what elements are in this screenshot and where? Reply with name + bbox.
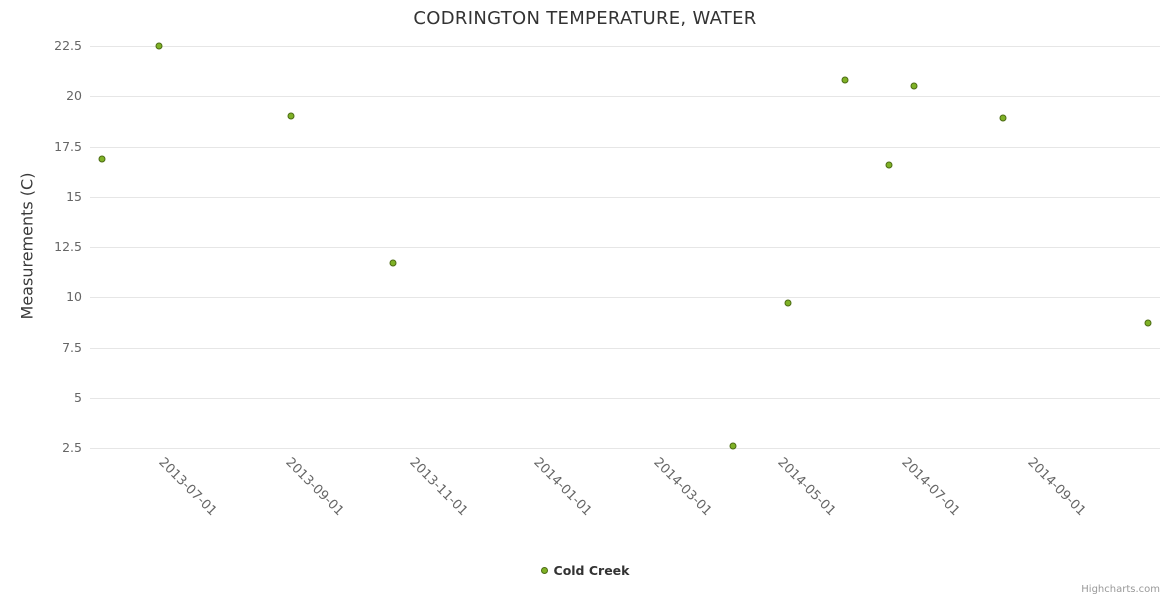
- y-tick-label: 15: [66, 188, 82, 204]
- gridline: [90, 397, 1160, 399]
- y-tick-label: 20: [66, 88, 82, 104]
- x-tick-label: 2013-11-01: [405, 455, 470, 520]
- plot-area: [90, 42, 1160, 450]
- data-point[interactable]: [729, 442, 737, 450]
- data-point[interactable]: [910, 82, 918, 90]
- gridline: [90, 96, 1160, 98]
- data-point[interactable]: [999, 114, 1007, 122]
- data-point[interactable]: [784, 299, 792, 307]
- legend-item-cold-creek[interactable]: Cold Creek: [0, 563, 1170, 578]
- gridline: [90, 146, 1160, 148]
- data-point[interactable]: [885, 161, 893, 169]
- gridline: [90, 448, 1160, 449]
- highcharts-credit-link[interactable]: Highcharts.com: [1081, 584, 1160, 595]
- y-tick-label: 2.5: [62, 440, 82, 455]
- x-tick-label: 2014-01-01: [529, 455, 595, 520]
- y-tick-label: 7.5: [62, 339, 82, 355]
- legend-marker-icon: [540, 567, 548, 574]
- gridline: [90, 247, 1160, 248]
- data-point[interactable]: [389, 259, 397, 267]
- legend-label: Cold Creek: [553, 563, 630, 578]
- x-tick-label: 2014-03-01: [650, 455, 715, 520]
- data-point[interactable]: [287, 112, 295, 120]
- y-tick-label: 10: [66, 289, 82, 305]
- x-tick-label: 2014-07-01: [898, 455, 963, 520]
- chart-title: CODRINGTON TEMPERATURE, WATER: [413, 8, 757, 29]
- gridline: [90, 297, 1160, 299]
- data-point[interactable]: [841, 76, 849, 84]
- gridline: [90, 46, 1160, 47]
- x-tick-label: 2014-05-01: [774, 455, 839, 520]
- y-tick-label: 12.5: [54, 239, 82, 254]
- data-point[interactable]: [1144, 319, 1152, 327]
- data-point[interactable]: [98, 155, 106, 163]
- gridline: [90, 347, 1160, 349]
- y-tick-label: 17.5: [54, 138, 82, 154]
- y-tick-label: 5: [74, 389, 82, 405]
- data-point[interactable]: [155, 42, 163, 50]
- gridline: [90, 196, 1160, 198]
- x-tick-label: 2014-09-01: [1024, 455, 1089, 520]
- y-tick-label: 22.5: [54, 38, 82, 53]
- x-tick-label: 2013-07-01: [155, 455, 220, 520]
- x-tick-label: 2013-09-01: [281, 455, 346, 520]
